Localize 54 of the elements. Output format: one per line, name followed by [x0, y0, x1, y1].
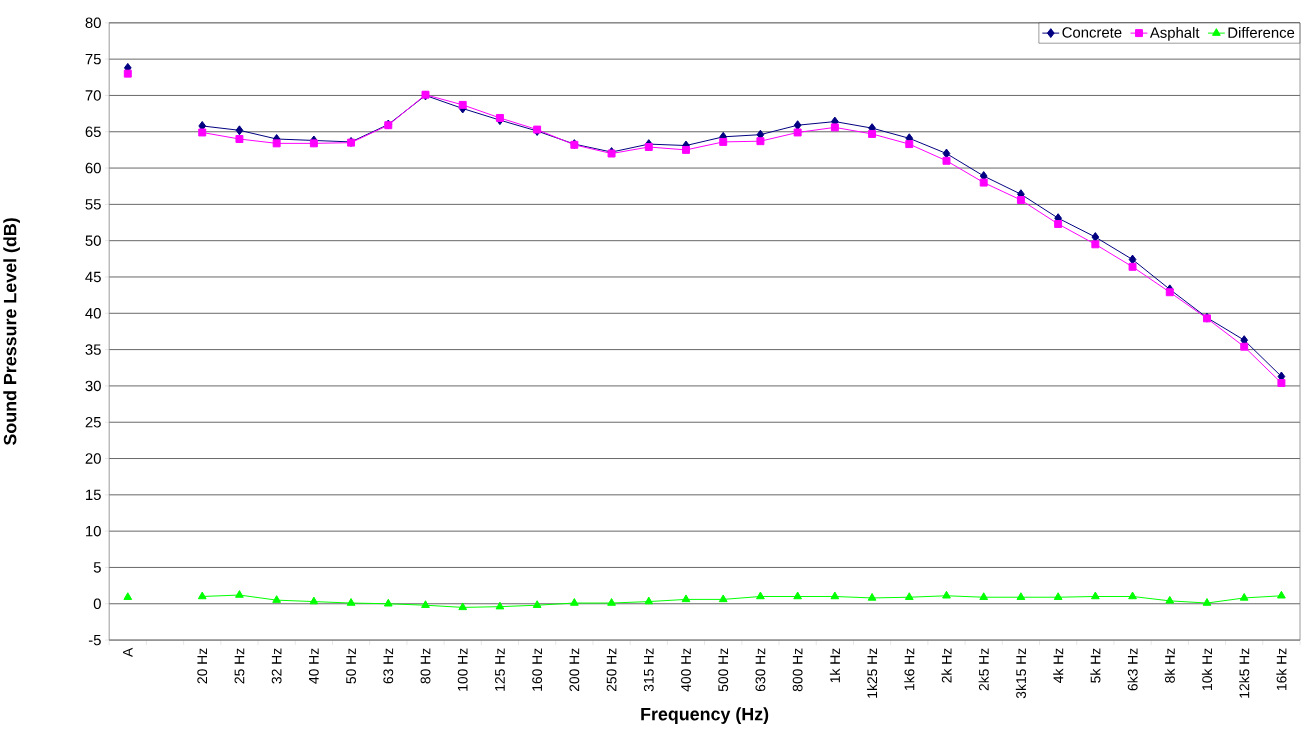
- x-tick-label: 400 Hz: [681, 648, 691, 692]
- legend-label: Concrete: [1062, 27, 1122, 38]
- x-tick-label: 40 Hz: [308, 648, 319, 684]
- x-tick-label: 1k6 Hz: [904, 648, 915, 690]
- x-tick-label: 125 Hz: [495, 648, 505, 691]
- legend-label: Difference: [1228, 26, 1295, 38]
- y-tick-label: 35: [85, 344, 101, 355]
- x-tick-label: 800 Hz: [792, 648, 803, 692]
- y-tick-label: 55: [85, 199, 101, 210]
- x-tick-label: 50 Hz: [346, 648, 356, 684]
- y-tick-label: 15: [86, 489, 101, 500]
- x-tick-label: 315 Hz: [643, 648, 654, 692]
- x-tick-label: 63 Hz: [383, 648, 394, 684]
- y-axis-title: Sound Pressure Level (dB): [3, 218, 20, 445]
- x-axis-title: Frequency (Hz): [641, 707, 769, 724]
- y-tick-label: 20: [85, 453, 101, 464]
- x-tick-label: 16k Hz: [1276, 648, 1287, 690]
- legend-label: Asphalt: [1149, 26, 1200, 41]
- x-tick-label: 2k Hz: [941, 648, 952, 683]
- y-tick-label: 10: [86, 525, 101, 537]
- y-tick-label: -5: [88, 634, 101, 646]
- x-tick-label: 100 Hz: [457, 648, 468, 691]
- x-tick-label: 25 Hz: [234, 648, 245, 684]
- x-tick-label: 1k25 Hz: [866, 648, 878, 698]
- y-tick-label: 25: [85, 416, 101, 428]
- y-tick-label: 65: [85, 126, 101, 137]
- x-tick-label: 32 Hz: [271, 648, 282, 684]
- x-tick-label: A: [123, 647, 133, 657]
- x-tick-label: 12k5 Hz: [1239, 648, 1250, 698]
- x-tick-label: 630 Hz: [755, 648, 766, 691]
- y-tick-label: 0: [93, 598, 101, 609]
- x-tick-label: 500 Hz: [718, 648, 729, 692]
- x-tick-label: 1k Hz: [829, 648, 840, 683]
- y-tick-label: 80: [85, 17, 101, 28]
- y-tick-label: 70: [85, 90, 101, 101]
- x-tick-label: 80 Hz: [420, 648, 431, 684]
- x-tick-label: 3k15 Hz: [1015, 648, 1027, 699]
- y-tick-label: 40: [85, 307, 101, 319]
- x-tick-label: 10k Hz: [1201, 648, 1213, 690]
- y-tick-label: 45: [85, 271, 101, 283]
- y-tick-label: 75: [85, 53, 101, 65]
- y-tick-label: 5: [93, 562, 101, 573]
- y-tick-label: 50: [85, 235, 101, 246]
- x-tick-label: 160 Hz: [532, 648, 543, 691]
- x-tick-label: 200 Hz: [569, 648, 580, 691]
- x-tick-label: 6k3 Hz: [1127, 648, 1138, 691]
- x-tick-label: 4k Hz: [1053, 648, 1064, 683]
- x-tick-label: 5k Hz: [1090, 648, 1101, 683]
- x-tick-label: 20 Hz: [197, 648, 208, 684]
- x-tick-label: 2k5 Hz: [978, 648, 989, 691]
- y-tick-label: 60: [85, 162, 101, 174]
- x-tick-label: 250 Hz: [606, 648, 617, 691]
- y-tick-label: 30: [85, 380, 101, 392]
- x-tick-label: 8k Hz: [1164, 648, 1175, 683]
